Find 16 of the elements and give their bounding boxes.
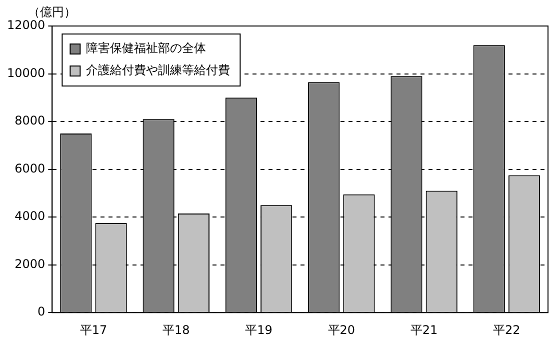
legend-label: 障害保健福祉部の全体 xyxy=(86,41,206,56)
y-tick-label: 0 xyxy=(38,304,46,319)
legend-label: 介護給付費や訓練等給付費 xyxy=(86,63,230,78)
y-tick-label: 10000 xyxy=(6,66,46,80)
x-tick-label: 平20 xyxy=(328,322,356,337)
x-tick-label: 平21 xyxy=(410,322,438,337)
y-tick-label: 6000 xyxy=(14,161,46,176)
x-tick-label: 平22 xyxy=(493,322,520,337)
y-axis-title: （億円） xyxy=(28,5,76,20)
x-tick-label: 平17 xyxy=(80,322,108,337)
y-tick-label: 8000 xyxy=(14,114,46,128)
y-tick-label: 12000 xyxy=(6,18,46,32)
y-tick-label: 2000 xyxy=(14,256,46,271)
x-tick-label: 平19 xyxy=(245,322,272,337)
x-tick-label: 平18 xyxy=(162,322,190,337)
y-tick-label: 4000 xyxy=(14,209,46,224)
